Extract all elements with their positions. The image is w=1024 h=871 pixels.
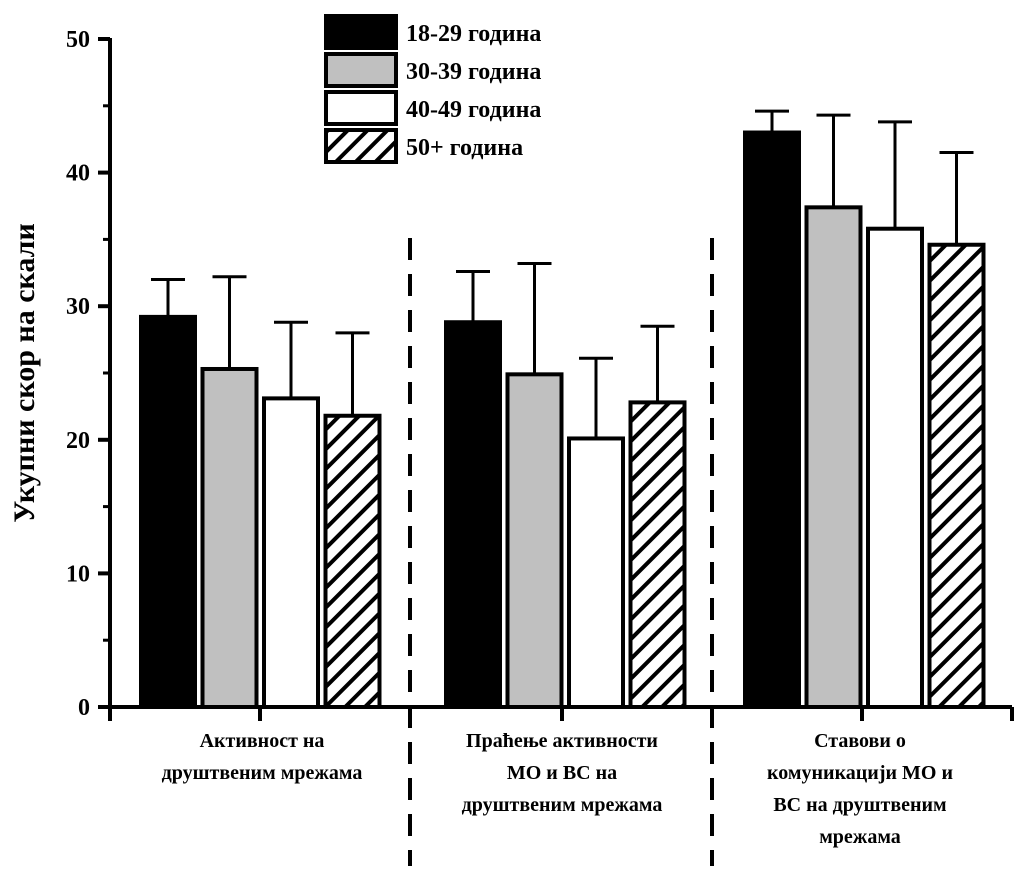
bar	[323, 413, 382, 709]
category-label-line: Активност на	[200, 730, 325, 752]
bar	[444, 320, 502, 709]
bar	[505, 372, 564, 709]
y-tick-label: 50	[66, 27, 90, 53]
legend-label: 18-29 година	[406, 21, 541, 47]
y-tick-label: 30	[66, 294, 90, 320]
y-tick-label: 40	[66, 161, 90, 187]
y-axis-label: Укупни скор на скали	[8, 223, 41, 522]
category-label-line: Ставови о	[814, 730, 906, 752]
bar	[804, 205, 863, 709]
bar	[262, 396, 320, 709]
legend-label: 50+ година	[406, 135, 523, 161]
legend-swatch	[324, 128, 398, 164]
category-label-line: МО и ВС на	[507, 762, 617, 784]
category-label-line: Праћење активности	[466, 730, 658, 752]
category-label-line: ВС на друштвеним	[773, 794, 946, 816]
category-label: Ставови о комуникацији МО и ВС на друштвен…	[767, 730, 953, 848]
category-label-line: друштвеним мрежама	[462, 794, 663, 816]
category-label-line: друштвеним мрежама	[162, 762, 363, 784]
y-tick-label: 20	[66, 428, 90, 454]
category-label: Активност на друштвеним мрежама	[162, 730, 363, 784]
legend: 18-29 година 30-39 година 40-49 година 50+ …	[324, 14, 541, 164]
category-label-line: комуникацији МО и	[767, 762, 953, 784]
bar	[200, 366, 259, 709]
category-label: Праћење активности МО и ВС на друштвеним м…	[462, 730, 663, 816]
y-tick-label: 10	[66, 561, 90, 587]
legend-swatch	[324, 90, 398, 126]
bar	[866, 226, 924, 709]
bar	[567, 436, 625, 709]
legend-swatch	[324, 52, 398, 88]
category-label-line: мрежама	[819, 826, 901, 848]
legend-label: 30-39 година	[406, 59, 541, 85]
bar	[927, 242, 986, 710]
y-tick-label: 0	[78, 695, 90, 721]
legend-swatch	[324, 14, 398, 50]
bars	[139, 109, 986, 710]
axes: 0 10 20 30 40 50 Активност на друштвеним мрежам…	[66, 27, 1014, 866]
bar	[743, 130, 801, 709]
bar	[139, 314, 197, 709]
bar	[628, 400, 687, 709]
legend-label: 40-49 година	[406, 97, 541, 123]
